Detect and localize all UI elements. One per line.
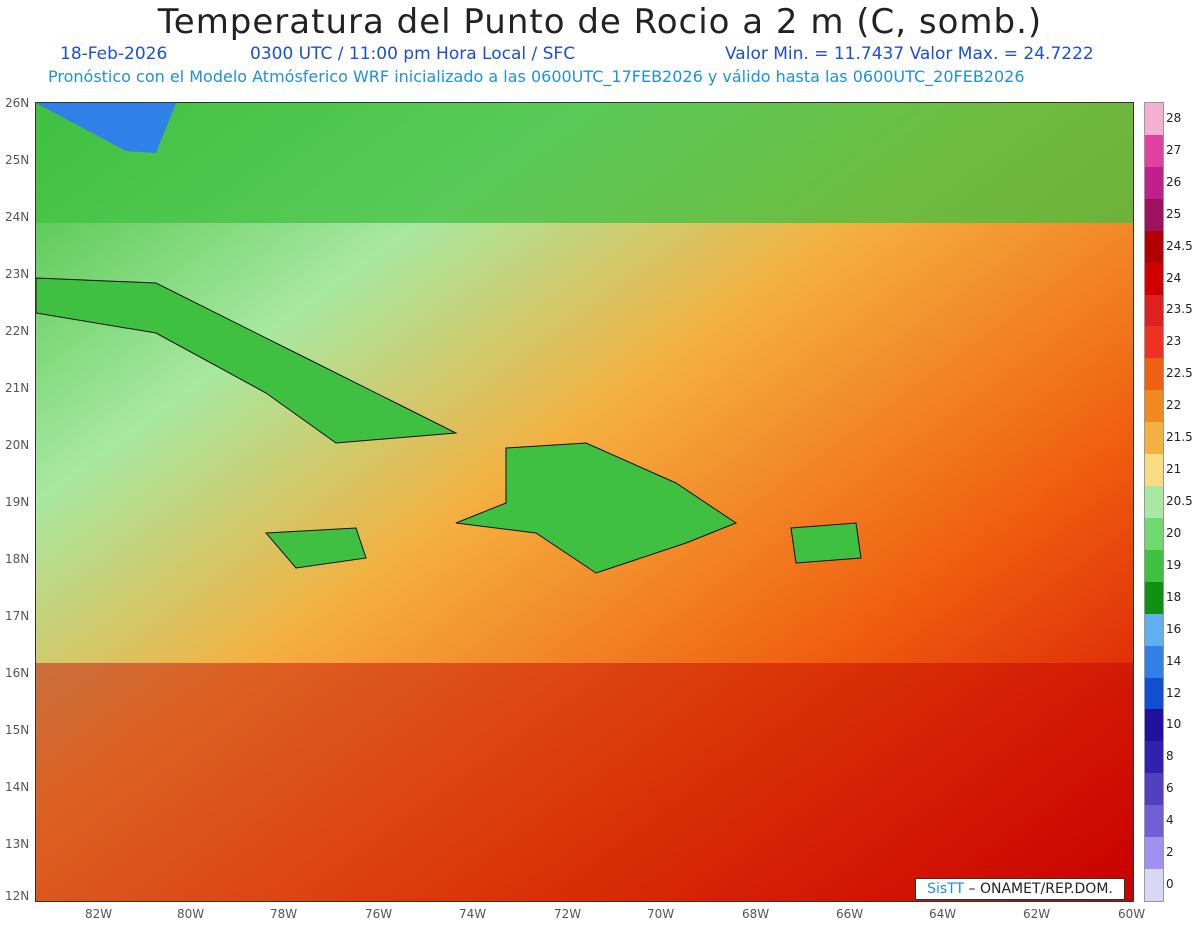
colorbar-label: 20: [1166, 525, 1182, 540]
lat-label: 17N: [5, 609, 30, 623]
colorbar-label: 4: [1166, 813, 1174, 828]
colorbar-label: 19: [1166, 557, 1182, 572]
colorbar-label: 25: [1166, 206, 1182, 221]
colorbar-swatch: [1145, 581, 1163, 614]
colorbar-label: 10: [1166, 717, 1182, 732]
colorbar-swatch: [1145, 869, 1163, 901]
colorbar-label: 14: [1166, 653, 1182, 668]
colorbar-swatch: [1145, 709, 1163, 742]
colorbar-swatch: [1145, 422, 1163, 455]
colorbar-swatch: [1145, 773, 1163, 806]
colorbar-swatch: [1145, 741, 1163, 774]
colorbar-swatch: [1145, 517, 1163, 550]
colorbar-label: 23.5: [1166, 302, 1193, 317]
lat-label: 20N: [5, 438, 30, 452]
min-max-values: Valor Min. = 11.7437 Valor Max. = 24.722…: [725, 44, 1094, 64]
colorbar-swatch: [1145, 294, 1163, 327]
lat-label: 14N: [5, 780, 30, 794]
colorbar-label: 21: [1166, 462, 1182, 477]
forecast-time: 0300 UTC / 11:00 pm Hora Local / SFC: [250, 44, 576, 64]
lon-label: 62W: [1023, 907, 1051, 921]
colorbar-swatch: [1145, 454, 1163, 487]
forecast-date: 18-Feb-2026: [60, 44, 168, 64]
lat-label: 13N: [5, 837, 30, 851]
lat-label: 16N: [5, 666, 30, 680]
colorbar-label: 16: [1166, 621, 1182, 636]
credit-text: – ONAMET/REP.DOM.: [968, 881, 1113, 897]
sistt-logo: SisTT: [927, 881, 965, 897]
lat-label: 26N: [5, 96, 30, 110]
colorbar-swatch: [1145, 390, 1163, 423]
map-canvas: [36, 103, 1133, 901]
colorbar: [1144, 102, 1164, 902]
colorbar-swatch: [1145, 103, 1163, 135]
colorbar-swatch: [1145, 358, 1163, 391]
colorbar-label: 23: [1166, 334, 1182, 349]
colorbar-swatch: [1145, 613, 1163, 646]
lon-label: 60W: [1118, 907, 1146, 921]
colorbar-swatch: [1145, 262, 1163, 295]
colorbar-swatch: [1145, 837, 1163, 870]
credit-box: SisTT – ONAMET/REP.DOM.: [915, 878, 1125, 900]
lon-label: 72W: [554, 907, 582, 921]
colorbar-label: 18: [1166, 589, 1182, 604]
colorbar-label: 26: [1166, 174, 1182, 189]
lat-label: 23N: [5, 267, 30, 281]
lat-label: 22N: [5, 324, 30, 338]
colorbar-label: 24.5: [1166, 238, 1193, 253]
colorbar-swatch: [1145, 230, 1163, 263]
colorbar-label: 22: [1166, 398, 1182, 413]
lon-label: 76W: [365, 907, 393, 921]
colorbar-swatch: [1145, 486, 1163, 518]
lon-label: 70W: [647, 907, 675, 921]
colorbar-swatch: [1145, 805, 1163, 838]
colorbar-label: 6: [1166, 781, 1174, 796]
colorbar-swatch: [1145, 326, 1163, 359]
lon-label: 80W: [177, 907, 205, 921]
lat-label: 15N: [5, 723, 30, 737]
colorbar-label: 22.5: [1166, 366, 1193, 381]
colorbar-label: 24: [1166, 270, 1182, 285]
lon-label: 68W: [742, 907, 770, 921]
dewpoint-map: [35, 102, 1134, 902]
lat-label: 21N: [5, 381, 30, 395]
lat-label: 18N: [5, 552, 30, 566]
colorbar-swatch: [1145, 198, 1163, 231]
lat-label: 24N: [5, 210, 30, 224]
colorbar-label: 0: [1166, 877, 1174, 892]
colorbar-swatch: [1145, 645, 1163, 678]
map-title: Temperatura del Punto de Rocio a 2 m (C,…: [157, 2, 1043, 42]
lon-label: 82W: [85, 907, 113, 921]
colorbar-swatch: [1145, 166, 1163, 199]
lon-label: 74W: [459, 907, 487, 921]
colorbar-label: 20.5: [1166, 494, 1193, 508]
colorbar-label: 2: [1166, 845, 1174, 860]
colorbar-label: 12: [1166, 685, 1182, 700]
colorbar-swatch: [1145, 549, 1163, 582]
lat-label: 19N: [5, 495, 30, 509]
model-info: Pronóstico con el Modelo Atmósferico WRF…: [48, 67, 1025, 86]
lat-label: 12N: [5, 889, 30, 903]
colorbar-label: 21.5: [1166, 430, 1193, 445]
colorbar-label: 8: [1166, 749, 1174, 764]
colorbar-label: 27: [1166, 142, 1182, 157]
lat-label: 25N: [5, 153, 30, 167]
lon-label: 66W: [836, 907, 864, 921]
colorbar-label: 28: [1166, 110, 1182, 125]
colorbar-swatch: [1145, 677, 1163, 710]
lon-label: 78W: [270, 907, 298, 921]
lon-label: 64W: [929, 907, 957, 921]
colorbar-swatch: [1145, 134, 1163, 167]
